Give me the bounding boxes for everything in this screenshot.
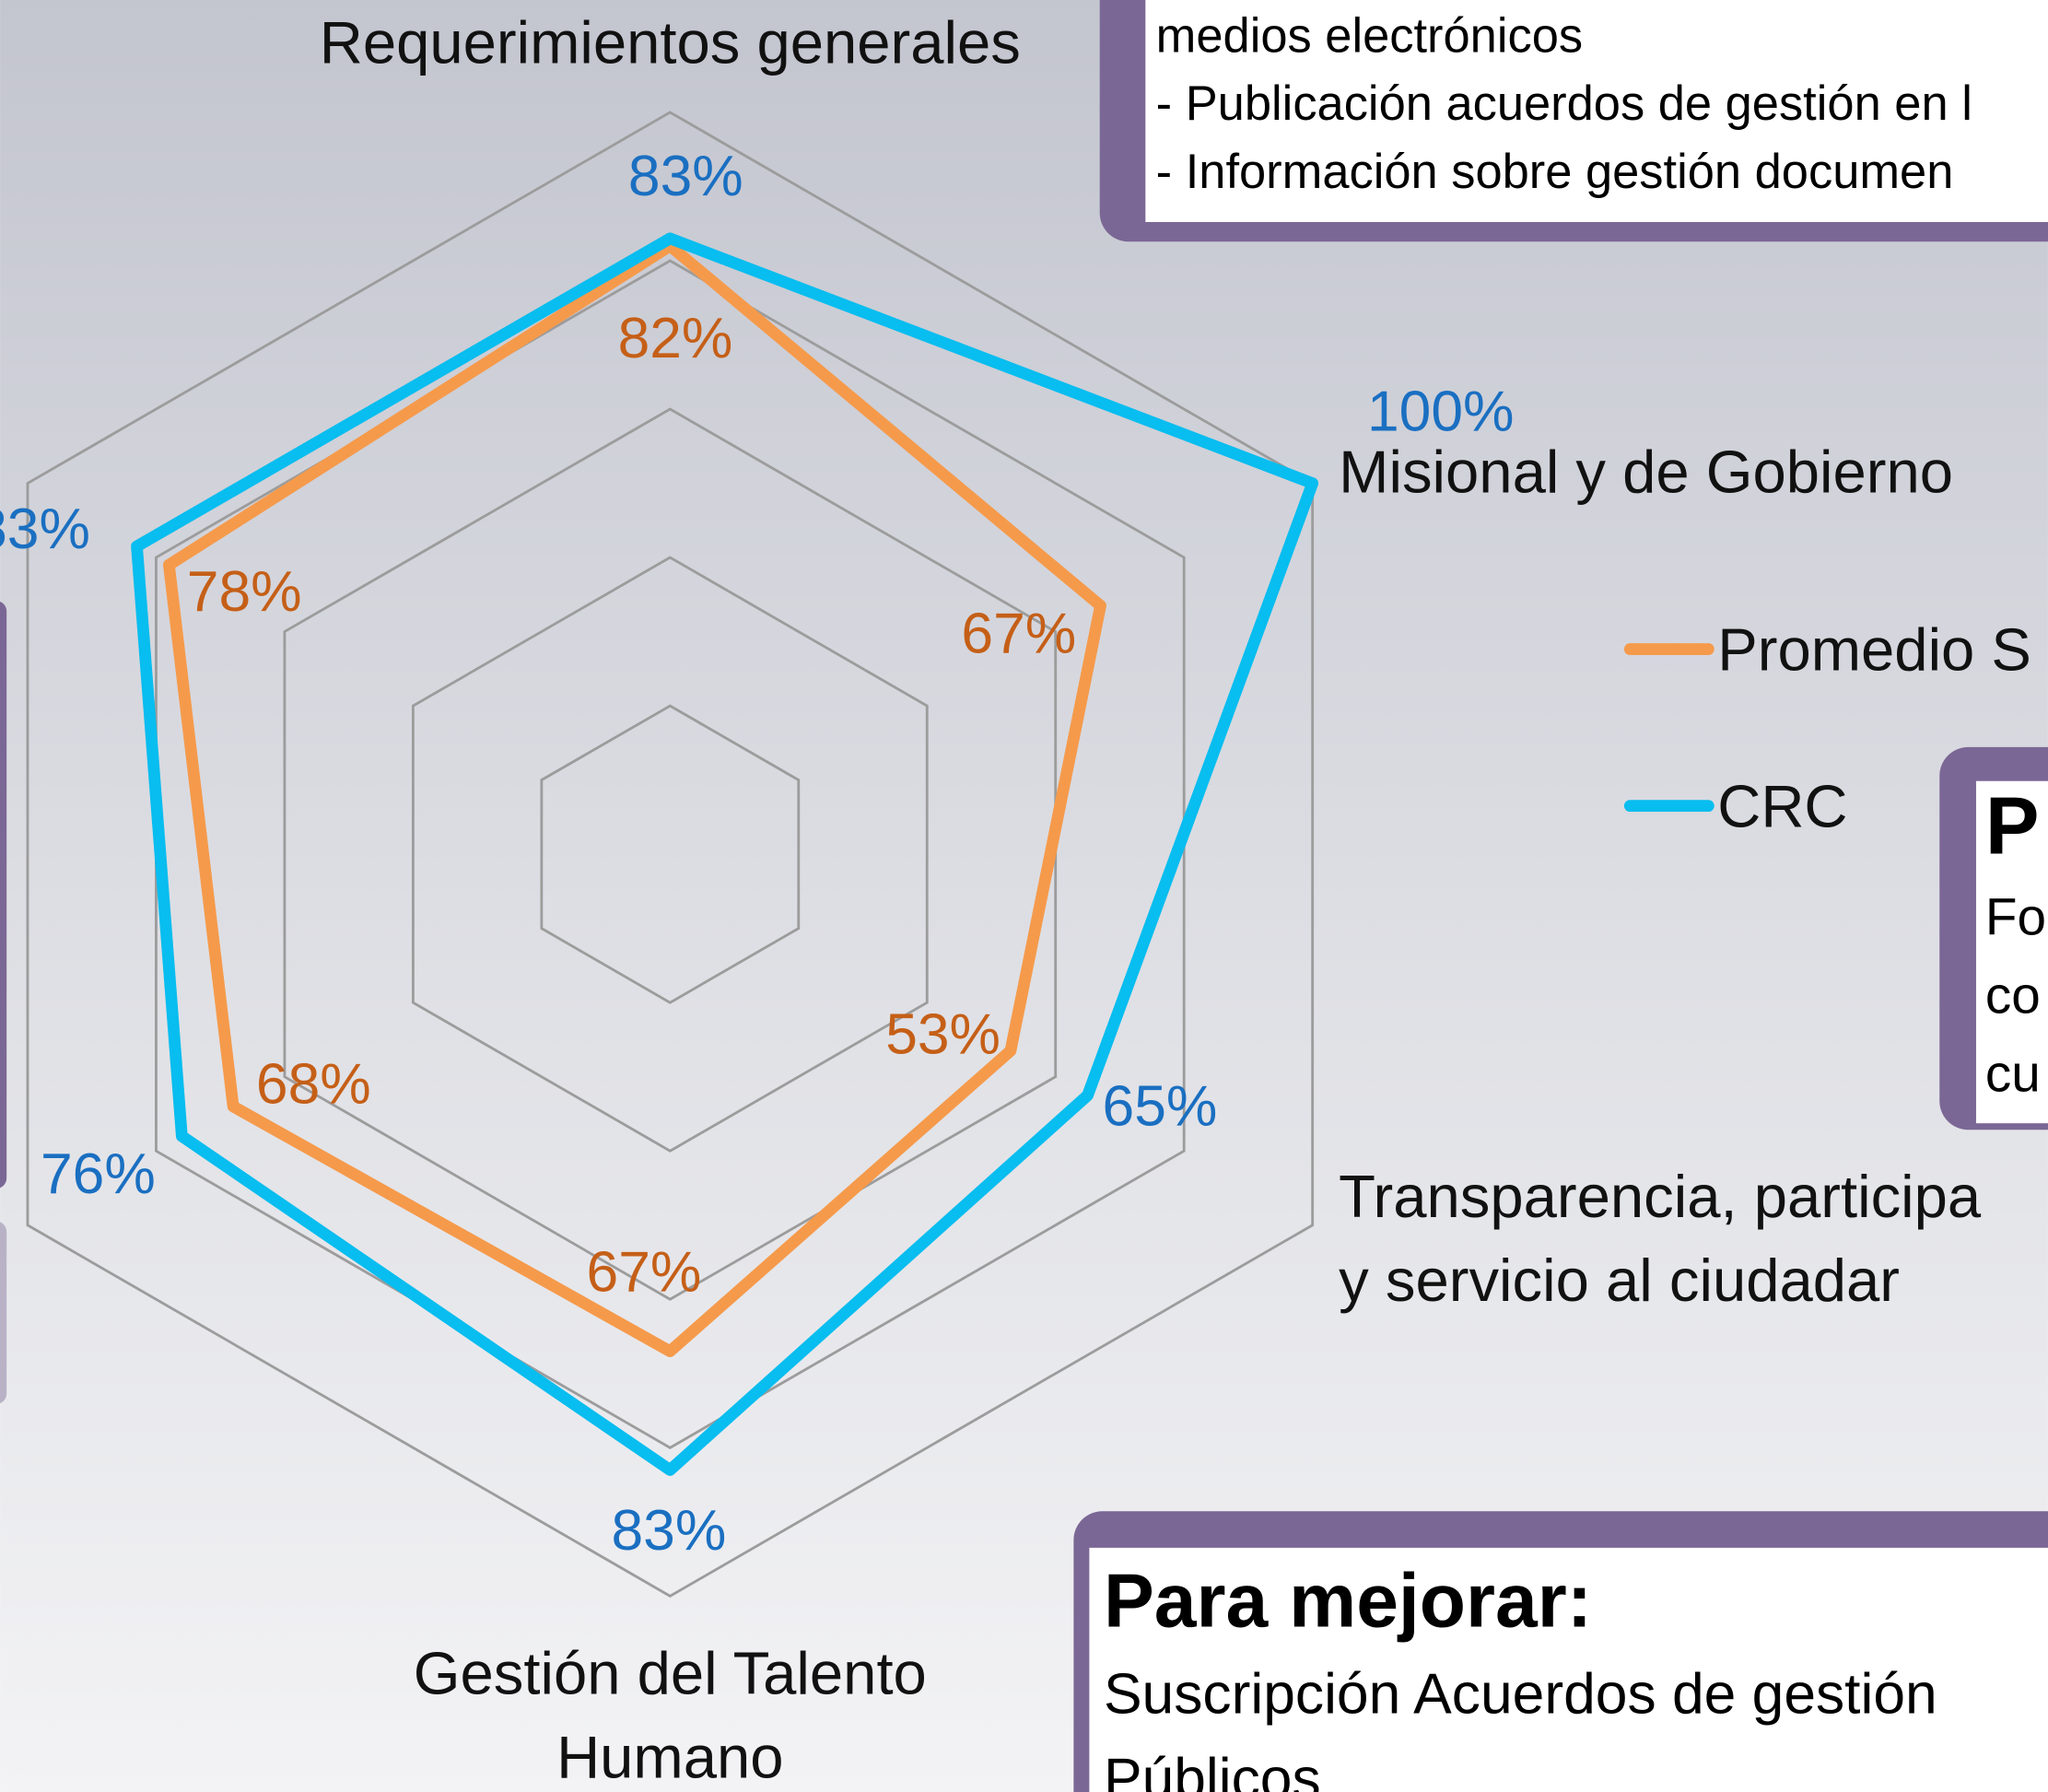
left-panel-frame [0,1222,7,1404]
panel-text: - Información sobre gestión documen [1156,146,1954,199]
value-label: 100% [1367,380,1515,443]
axis-label: Transparencia, participa y servicio al ci… [1339,1163,1982,1314]
axis-label: Requerimientos generales [320,8,1021,76]
axis-label: Misional y de Gobierno [1339,439,1953,506]
value-label: 83% [611,1499,726,1563]
value-label: 78% [187,560,302,624]
panel-text: - Publicación acuerdos de gestión en l [1156,77,1972,131]
grid-ring [283,407,1058,1301]
axis-label: Gestión del Talento Humano [414,1640,927,1791]
panel-text: medios electrónicos [1156,9,1583,63]
grid-ring [411,556,929,1153]
value-label: 83% [628,145,743,208]
value-label: 67% [961,602,1076,665]
panel-text: cu [1985,1046,2041,1104]
grid-ring [540,704,801,1004]
panel-heading: P [1985,779,2040,871]
series-line [131,232,1319,1476]
panel-text: co [1985,966,2041,1025]
left-panel-frame [0,601,7,1189]
panel-text: Fo [1985,888,2046,946]
value-label: 82% [618,307,733,370]
value-label: 68% [256,1052,371,1116]
right-panel [1975,780,2048,1124]
panel-heading: Para mejorar: [1104,1559,1592,1643]
value-label: 53% [885,1002,1001,1066]
series-line [163,240,1106,1358]
legend-label: CRC [1717,773,1847,840]
bottom-panel [1089,1547,2048,1792]
value-label: 67% [587,1241,702,1305]
legend-label: Promedio S [1717,615,2031,683]
value-label: 76% [41,1142,156,1206]
panel-text: Públicos [1104,1748,1321,1792]
value-label: 65% [1103,1074,1218,1138]
top-panel [1145,0,2048,222]
value-label: 83% [0,498,90,561]
grid-ring [155,259,1186,1449]
panel-text: Suscripción Acuerdos de gestión [1104,1662,1937,1726]
